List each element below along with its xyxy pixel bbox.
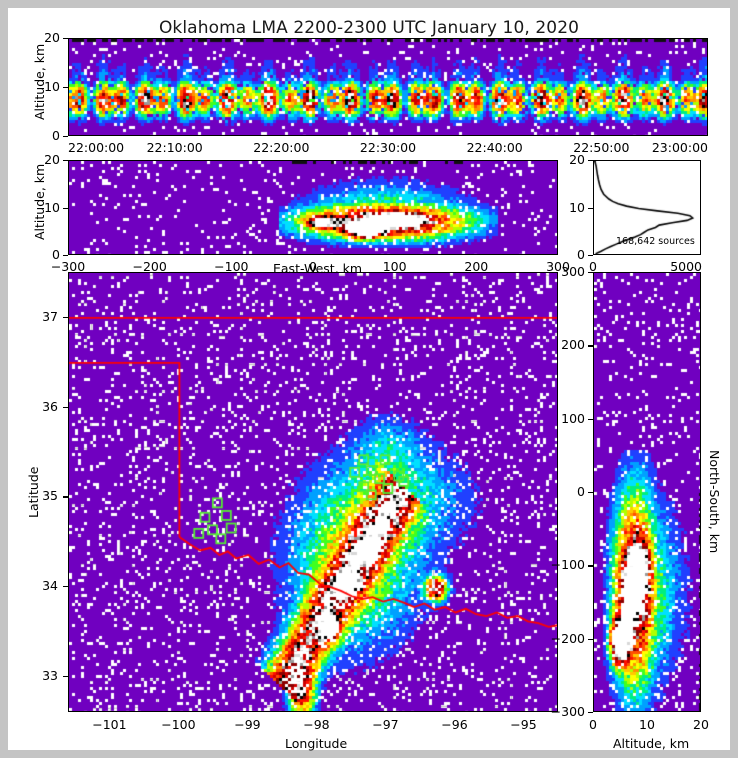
tick-label: 300 — [546, 259, 570, 274]
map-ylabel: Latitude — [26, 466, 41, 518]
tick-label: −100 — [214, 259, 249, 274]
tick-mark — [63, 586, 68, 588]
tick-label: −200 — [550, 630, 585, 646]
tick-label: 200 — [464, 259, 489, 274]
tick-label: 0 — [589, 259, 597, 274]
tick-label: 200 — [561, 337, 585, 353]
tick-mark — [588, 207, 593, 209]
tick-label: 36 — [42, 398, 58, 414]
tick-label: 10 — [569, 199, 585, 215]
tick-label: 100 — [382, 259, 407, 274]
tick-label: 22:50:00 — [573, 140, 630, 155]
tick-label: −98 — [303, 717, 330, 732]
tick-label: 33 — [42, 668, 58, 684]
tick-label: 10 — [44, 79, 60, 94]
tick-mark — [588, 272, 593, 274]
figure-canvas: Oklahoma LMA 2200-2300 UTC January 10, 2… — [8, 8, 730, 751]
tick-mark — [63, 207, 68, 209]
tick-mark — [588, 638, 593, 640]
tick-mark — [63, 316, 68, 319]
tick-mark — [588, 712, 593, 714]
tick-label: 0 — [577, 484, 585, 499]
tick-label: −96 — [441, 717, 468, 732]
tick-label: 10 — [639, 717, 655, 732]
tick-label: 20 — [693, 717, 709, 732]
tick-mark — [63, 676, 68, 678]
tick-label: 22:40:00 — [466, 140, 523, 155]
source-count-annotation: 168,642 sources — [616, 236, 695, 247]
time-height-axes[interactable] — [68, 38, 708, 136]
tick-label: −200 — [132, 259, 167, 274]
north-south-ylabel: North-South, km — [707, 450, 722, 554]
tick-mark — [63, 406, 68, 408]
tick-label: 22:30:00 — [359, 140, 417, 155]
tick-label: −97 — [372, 717, 399, 732]
tick-mark — [588, 418, 593, 420]
tick-mark — [63, 136, 68, 138]
tick-label: 100 — [561, 410, 585, 426]
tick-label: 0 — [577, 247, 585, 262]
tick-label: −100 — [161, 717, 196, 732]
tick-label: 0 — [589, 717, 597, 732]
east-west-axes[interactable] — [68, 160, 558, 255]
tick-label: 37 — [42, 308, 58, 324]
tick-mark — [63, 496, 68, 498]
tick-mark — [63, 160, 68, 162]
tick-mark — [588, 492, 593, 494]
tick-label: −99 — [234, 717, 261, 732]
north-south-xlabel: Altitude, km — [613, 736, 690, 751]
tick-label: 300 — [561, 264, 585, 279]
tick-label: 0 — [52, 247, 60, 262]
tick-mark — [588, 345, 593, 347]
tick-label: −300 — [550, 704, 585, 719]
tick-mark — [63, 255, 68, 257]
tick-mark — [588, 255, 593, 257]
tick-label: 20 — [569, 152, 585, 167]
tick-label: −95 — [510, 717, 537, 732]
tick-label: −101 — [92, 717, 127, 732]
tick-label: 34 — [42, 578, 58, 594]
tick-label: −300 — [50, 259, 86, 274]
map-axes[interactable] — [68, 272, 558, 712]
map-xlabel: Longitude — [285, 736, 348, 751]
tick-label: 5000 — [670, 259, 702, 274]
page-title: Oklahoma LMA 2200-2300 UTC January 10, 2… — [158, 18, 580, 38]
tick-label: 20 — [44, 152, 60, 167]
tick-mark — [63, 38, 68, 40]
tick-label: 22:20:00 — [253, 140, 310, 155]
tick-label: −100 — [550, 557, 585, 573]
tick-mark — [588, 565, 593, 567]
tick-label: 0 — [309, 259, 317, 274]
tick-label: 22:10:00 — [146, 140, 203, 155]
tick-mark — [63, 87, 68, 89]
tick-mark — [588, 160, 593, 162]
tick-label: 20 — [44, 30, 60, 45]
tick-label: 23:00:00 — [651, 140, 708, 155]
altitude-histogram-axes[interactable] — [593, 160, 701, 255]
tick-label: 10 — [44, 199, 60, 215]
north-south-axes[interactable] — [593, 272, 701, 712]
tick-label: 35 — [42, 488, 58, 504]
tick-label: 0 — [52, 128, 60, 143]
tick-label: 22:00:00 — [68, 140, 125, 155]
